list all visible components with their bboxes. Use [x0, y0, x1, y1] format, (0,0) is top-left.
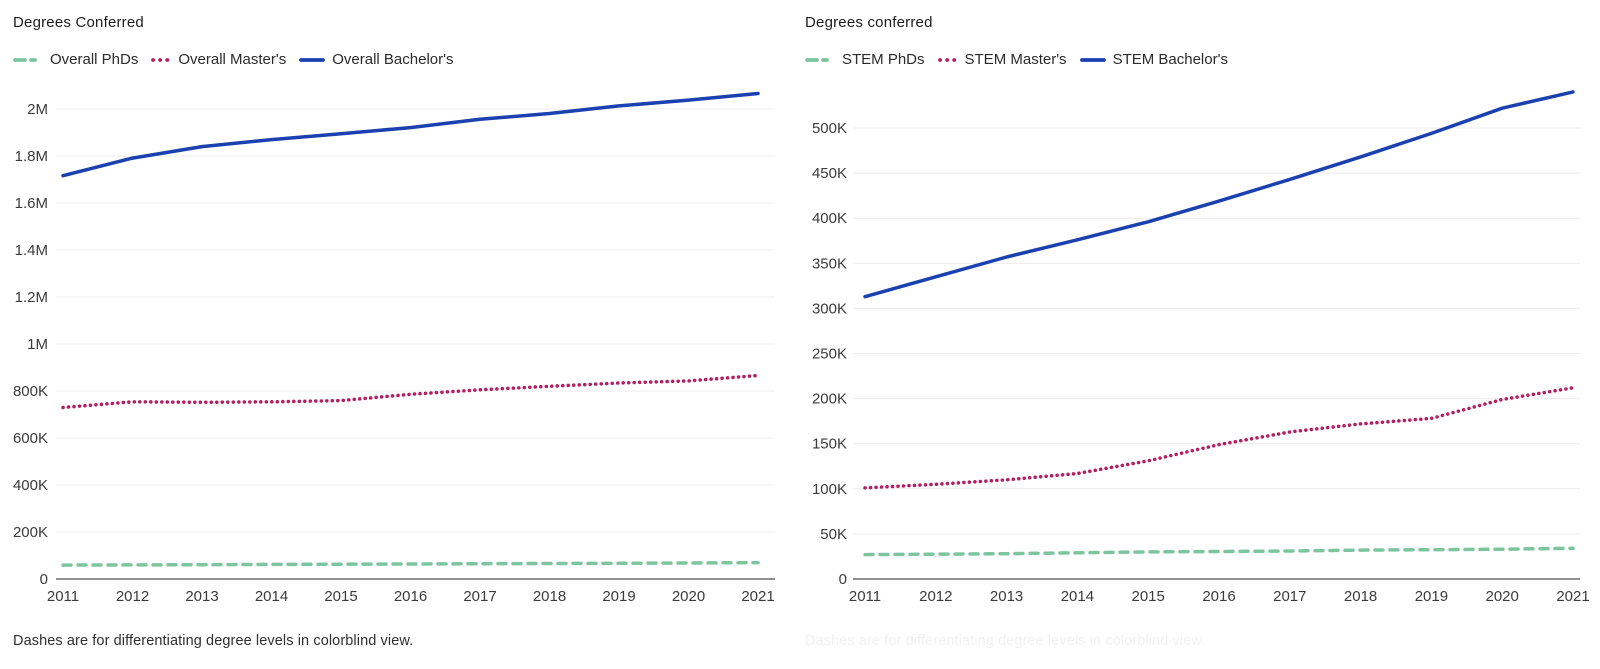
- y-tick-label: 450K: [812, 165, 847, 182]
- y-tick-label: 250K: [812, 346, 847, 363]
- series-line-overall-bachelor-s: [61, 91, 760, 178]
- y-tick-label: 200K: [812, 391, 847, 408]
- x-tick-label: 2016: [1202, 588, 1235, 605]
- y-tick-label: 200K: [13, 524, 48, 541]
- legend-swatch-dotted: [937, 57, 958, 62]
- x-tick-label: 2014: [1061, 588, 1094, 605]
- y-tick-label: 600K: [13, 430, 48, 447]
- series-line-overall-master-s: [61, 373, 760, 410]
- legend-item-overall-bachelor-s: Overall Bachelor's: [299, 51, 454, 68]
- y-tick-label: 150K: [812, 436, 847, 453]
- x-tick-label: 2016: [394, 588, 427, 605]
- x-tick-label: 2020: [672, 588, 705, 605]
- x-tick-label: 2013: [990, 588, 1023, 605]
- y-tick-label: 500K: [812, 120, 847, 137]
- legend-stem: STEM PhDs STEM Master's STEM Bachelor's: [805, 51, 1228, 68]
- x-tick-label: 2021: [741, 588, 774, 605]
- legend-swatch-solid: [299, 57, 326, 62]
- legend-label: STEM Bachelor's: [1112, 51, 1228, 68]
- x-tick-label: 2020: [1486, 588, 1519, 605]
- legend-item-stem-phds: STEM PhDs: [805, 51, 925, 68]
- x-tick-label: 2017: [1273, 588, 1306, 605]
- stem-degrees-panel: Degrees conferred STEM PhDs STEM Master's…: [790, 0, 1600, 669]
- y-tick-label: 300K: [812, 300, 847, 317]
- y-tick-label: 2M: [27, 101, 48, 118]
- legend-item-stem-bachelor-s: STEM Bachelor's: [1079, 51, 1228, 68]
- y-tick-label: 800K: [13, 383, 48, 400]
- series-line-stem-phds: [863, 546, 1575, 557]
- legend-item-overall-phds: Overall PhDs: [13, 51, 138, 68]
- y-tick-label: 400K: [812, 210, 847, 227]
- y-tick-label: 1.6M: [15, 195, 48, 212]
- x-tick-label: 2021: [1556, 588, 1589, 605]
- legend-label: Overall Bachelor's: [332, 51, 454, 68]
- stem-degrees-plot: 0 50K 100K 150K 200K 250K 300K 350K 400K 450K 500K…: [812, 90, 1590, 605]
- y-tick-label: 1.4M: [15, 242, 48, 259]
- y-tick-label: 350K: [812, 255, 847, 272]
- legend-item-overall-master-s: Overall Master's: [151, 51, 286, 68]
- x-tick-label: 2013: [185, 588, 218, 605]
- legend-label: STEM PhDs: [842, 51, 925, 68]
- legend-item-stem-master-s: STEM Master's: [937, 51, 1067, 68]
- x-tick-label: 2011: [47, 588, 79, 605]
- x-tick-label: 2018: [533, 588, 566, 605]
- colorblind-footnote-left: Dashes are for differentiating degree le…: [13, 633, 414, 649]
- x-tick-label: 2015: [324, 588, 357, 605]
- chart-title-stem: Degrees conferred: [805, 14, 933, 31]
- x-tick-label: 2011: [849, 588, 881, 605]
- colorblind-footnote-right: Dashes are for differentiating degree le…: [805, 633, 1206, 649]
- overall-degrees-panel: Degrees Conferred Overall PhDs Overall Ma…: [0, 0, 780, 669]
- x-tick-label: 2019: [1415, 588, 1448, 605]
- legend-swatch-dashed: [13, 57, 43, 62]
- y-tick-label: 0: [40, 571, 48, 588]
- y-tick-label: 1.2M: [15, 289, 48, 306]
- y-tick-label: 100K: [812, 481, 847, 498]
- legend-swatch-dotted: [151, 57, 172, 62]
- x-tick-label: 2018: [1344, 588, 1377, 605]
- x-tick-label: 2015: [1132, 588, 1165, 605]
- x-tick-label: 2012: [116, 588, 149, 605]
- legend-overall: Overall PhDs Overall Master's Overall Bach…: [13, 51, 454, 68]
- series-line-stem-bachelor-s: [863, 90, 1575, 299]
- x-tick-label: 2012: [919, 588, 952, 605]
- y-tick-label: 1M: [27, 336, 48, 353]
- y-tick-label: 50K: [820, 526, 847, 543]
- legend-label: Overall PhDs: [50, 51, 139, 68]
- y-tick-label: 1.8M: [15, 148, 48, 165]
- legend-label: Overall Master's: [178, 51, 287, 68]
- overall-degrees-plot: 0 200K 400K 600K 800K 1M 1.2M 1.4M 1.6M 1.8M 2M 201…: [13, 91, 775, 605]
- x-tick-label: 2017: [463, 588, 496, 605]
- legend-swatch-solid: [1079, 57, 1106, 62]
- y-tick-label: 0: [839, 571, 847, 588]
- legend-swatch-dashed: [805, 57, 835, 62]
- legend-label: STEM Master's: [964, 51, 1067, 68]
- x-tick-label: 2014: [255, 588, 288, 605]
- chart-title-overall: Degrees Conferred: [13, 14, 144, 31]
- series-line-stem-master-s: [863, 386, 1575, 490]
- y-tick-label: 400K: [13, 477, 48, 494]
- series-line-overall-phds: [61, 560, 760, 567]
- x-tick-label: 2019: [602, 588, 635, 605]
